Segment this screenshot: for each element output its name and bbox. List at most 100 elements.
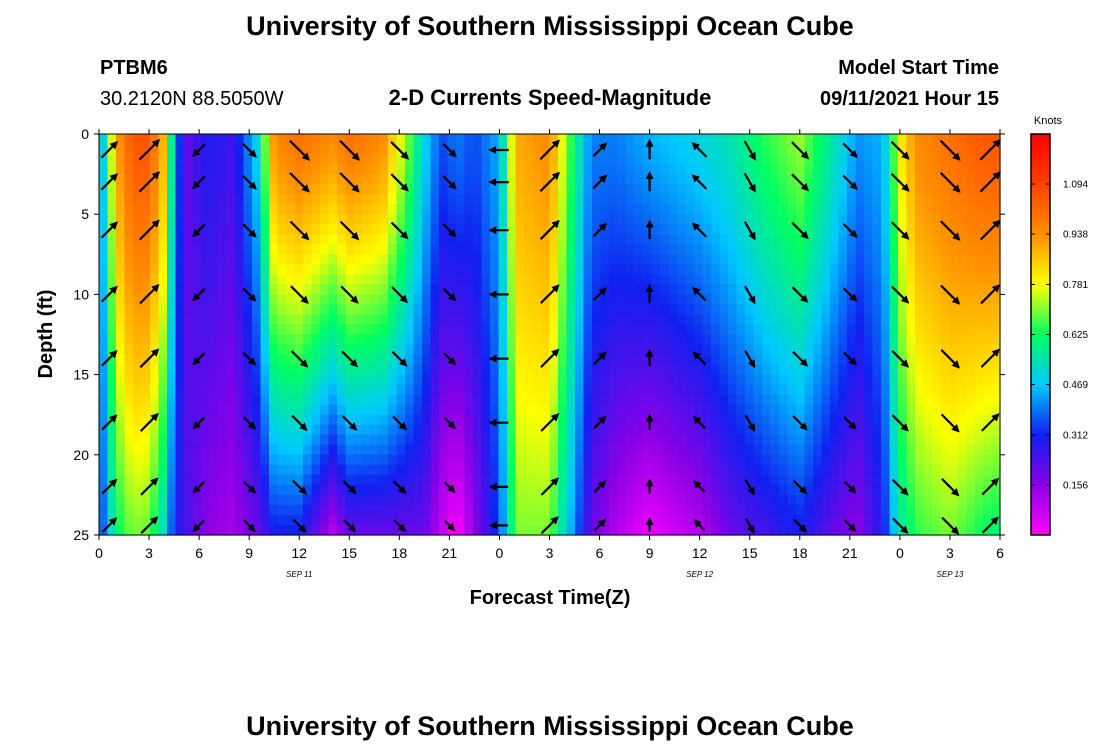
heatmap-cell	[966, 384, 976, 396]
heatmap-cell	[838, 144, 848, 155]
heatmap-cell	[141, 384, 151, 396]
heatmap-cell	[889, 344, 899, 356]
heatmap-cell	[218, 494, 228, 506]
heatmap-cell	[940, 154, 950, 165]
heatmap-cell	[354, 434, 364, 446]
heatmap-cell	[473, 134, 483, 145]
heatmap-cell	[473, 454, 483, 466]
heatmap-cell	[524, 514, 534, 526]
heatmap-cell	[277, 374, 287, 386]
heatmap-cell	[320, 364, 330, 376]
heatmap-cell	[269, 144, 279, 155]
heatmap-cell	[728, 354, 738, 366]
heatmap-cell	[634, 514, 644, 526]
heatmap-cell	[439, 294, 449, 306]
heatmap-cell	[201, 364, 211, 376]
heatmap-cell	[311, 214, 321, 225]
heatmap-cell	[498, 464, 508, 476]
heatmap-cell	[447, 474, 457, 486]
heatmap-cell	[711, 314, 721, 326]
heatmap-cell	[991, 454, 1001, 466]
heatmap-cell	[813, 394, 823, 406]
heatmap-cell	[371, 204, 381, 215]
current-vector-arrow	[843, 519, 857, 532]
heatmap-cell	[184, 354, 194, 366]
heatmap-cell	[728, 174, 738, 185]
heatmap-cell	[243, 234, 253, 245]
heatmap-cell	[201, 394, 211, 406]
heatmap-cell	[311, 234, 321, 245]
heatmap-cell	[294, 264, 304, 275]
heatmap-cell	[651, 244, 661, 255]
heatmap-cell	[889, 274, 899, 285]
heatmap-cell	[932, 244, 942, 255]
x-tick-label: 12	[291, 545, 307, 561]
heatmap-cell	[133, 444, 143, 456]
heatmap-cell	[881, 314, 891, 326]
heatmap-cell	[456, 294, 466, 306]
heatmap-cell	[702, 384, 712, 396]
heatmap-cell	[957, 234, 967, 245]
heatmap-cell	[286, 444, 296, 456]
heatmap-cell	[762, 174, 772, 185]
heatmap-cell	[566, 404, 576, 416]
heatmap-cell	[983, 314, 993, 326]
heatmap-cell	[388, 364, 398, 376]
heatmap-cell	[107, 154, 117, 165]
heatmap-cell	[447, 314, 457, 326]
heatmap-cell	[260, 364, 270, 376]
heatmap-cell	[626, 304, 636, 316]
heatmap-cell	[371, 304, 381, 316]
heatmap-cell	[966, 174, 976, 185]
heatmap-cell	[634, 244, 644, 255]
heatmap-cell	[830, 464, 840, 476]
current-vector-arrow	[343, 519, 357, 533]
heatmap-cell	[464, 464, 474, 476]
heatmap-cell	[651, 154, 661, 165]
heatmap-cell	[549, 364, 559, 376]
heatmap-cell	[787, 414, 797, 426]
heatmap-cell	[192, 474, 202, 486]
heatmap-cell	[592, 514, 602, 526]
heatmap-cell	[226, 514, 236, 526]
heatmap-cell	[498, 374, 508, 386]
heatmap-cell	[507, 494, 517, 506]
heatmap-cell	[252, 474, 262, 486]
heatmap-cell	[345, 514, 355, 526]
heatmap-cell	[456, 174, 466, 185]
heatmap-cell	[813, 464, 823, 476]
heatmap-cell	[371, 494, 381, 506]
heatmap-cell	[124, 484, 134, 496]
heatmap-cell	[124, 344, 134, 356]
heatmap-cell	[320, 224, 330, 235]
heatmap-cell	[354, 204, 364, 215]
heatmap-cell	[464, 294, 474, 306]
heatmap-cell	[99, 184, 109, 195]
heatmap-cell	[515, 154, 525, 165]
current-vector-arrow	[743, 140, 756, 161]
heatmap-cell	[906, 394, 916, 406]
heatmap-cell	[583, 254, 593, 265]
heatmap-cell	[507, 514, 517, 526]
heatmap-cell	[286, 514, 296, 526]
heatmap-cell	[549, 304, 559, 316]
heatmap-cell	[668, 404, 678, 416]
heatmap-cell	[507, 144, 517, 155]
heatmap-cell	[634, 174, 644, 185]
heatmap-cell	[643, 504, 653, 516]
heatmap-cell	[107, 494, 117, 506]
heatmap-cell	[337, 184, 347, 195]
current-vector-arrow	[539, 171, 561, 192]
heatmap-cell	[558, 214, 568, 225]
heatmap-cell	[847, 164, 857, 175]
heatmap-cell	[354, 514, 364, 526]
heatmap-cell	[218, 474, 228, 486]
heatmap-cell	[830, 414, 840, 426]
heatmap-cell	[609, 454, 619, 466]
heatmap-cell	[354, 144, 364, 155]
heatmap-cell	[133, 314, 143, 326]
heatmap-cell	[847, 394, 857, 406]
heatmap-cell	[158, 314, 168, 326]
heatmap-cell	[583, 314, 593, 326]
heatmap-cell	[328, 394, 338, 406]
